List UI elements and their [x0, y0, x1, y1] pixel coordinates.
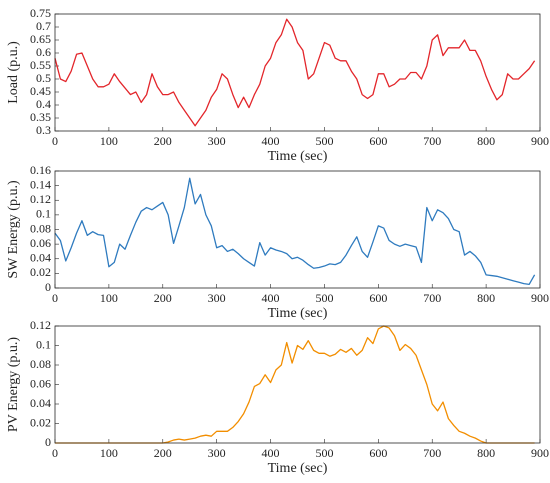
y-tick-label: 0	[45, 435, 51, 449]
x-tick-label: 800	[477, 291, 495, 305]
x-tick-label: 700	[423, 446, 441, 460]
x-tick-label: 100	[100, 134, 118, 148]
y-tick-label: 0.7	[36, 19, 51, 33]
x-tick-label: 400	[262, 291, 280, 305]
plot-frame	[54, 170, 541, 289]
y-tick-label: 0.12	[30, 318, 51, 332]
plot-frame	[54, 325, 541, 444]
x-tick-label: 700	[423, 291, 441, 305]
y-tick-label: 0.3	[36, 123, 51, 137]
x-tick-label: 600	[369, 446, 387, 460]
data-line	[55, 325, 535, 444]
y-tick-label: 0.4	[36, 97, 51, 111]
y-tick-label: 0.08	[30, 357, 51, 371]
x-tick-label: 900	[531, 446, 549, 460]
y-axis-label: Load (p.u.)	[6, 41, 21, 104]
x-tick-label: 800	[477, 134, 495, 148]
x-tick-label: 100	[100, 446, 118, 460]
x-tick-label: 100	[100, 291, 118, 305]
x-axis-label: Time (sec)	[268, 149, 328, 164]
y-tick-label: 0.06	[30, 236, 51, 250]
x-tick-label: 300	[208, 446, 226, 460]
x-tick-label: 700	[423, 134, 441, 148]
x-tick-label: 400	[262, 446, 280, 460]
y-tick-label: 0.5	[36, 71, 51, 85]
x-tick-label: 200	[154, 446, 172, 460]
x-tick-label: 600	[369, 134, 387, 148]
y-tick-label: 0.04	[30, 251, 51, 265]
y-tick-label: 0.02	[30, 415, 51, 429]
x-tick-label: 0	[52, 291, 58, 305]
x-tick-label: 300	[208, 134, 226, 148]
x-tick-label: 400	[262, 134, 280, 148]
y-tick-label: 0.45	[30, 84, 51, 98]
y-tick-label: 0.6	[36, 45, 51, 59]
x-tick-label: 500	[315, 134, 333, 148]
y-tick-label: 0.02	[30, 265, 51, 279]
y-tick-label: 0.14	[30, 177, 51, 191]
x-tick-label: 500	[315, 291, 333, 305]
y-tick-label: 0.12	[30, 192, 51, 206]
data-line	[54, 177, 536, 285]
x-tick-label: 900	[531, 134, 549, 148]
x-axis-label: Time (sec)	[268, 306, 328, 321]
x-tick-label: 500	[315, 446, 333, 460]
y-tick-label: 0.1	[36, 337, 51, 351]
y-tick-label: 0.08	[30, 221, 51, 235]
y-axis-label: PV Energy (p.u.)	[6, 337, 21, 432]
y-tick-label: 0.65	[30, 32, 51, 46]
y-tick-label: 0.55	[30, 58, 51, 72]
x-tick-label: 300	[208, 291, 226, 305]
y-tick-label: 0	[45, 280, 51, 294]
y-tick-label: 0.04	[30, 396, 51, 410]
y-tick-label: 0.35	[30, 110, 51, 124]
y-tick-label: 0.06	[30, 376, 51, 390]
x-tick-label: 0	[52, 446, 58, 460]
data-line	[54, 18, 536, 127]
x-tick-label: 800	[477, 446, 495, 460]
x-tick-label: 600	[369, 291, 387, 305]
x-axis-label: Time (sec)	[268, 461, 328, 476]
x-tick-label: 200	[154, 291, 172, 305]
x-tick-label: 0	[52, 134, 58, 148]
x-tick-label: 200	[154, 134, 172, 148]
y-tick-label: 0.75	[30, 6, 51, 20]
x-tick-label: 900	[531, 291, 549, 305]
y-axis-label: SW Energy (p.u.)	[6, 180, 21, 279]
y-tick-label: 0.16	[30, 163, 51, 177]
plot-frame	[54, 13, 541, 132]
y-tick-label: 0.1	[36, 207, 51, 221]
